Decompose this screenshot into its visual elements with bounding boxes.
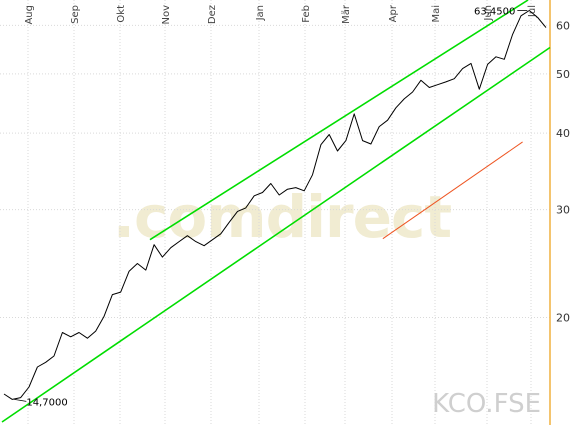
watermark-logo: .comdirect — [113, 183, 451, 251]
month-label-3: Okt — [116, 5, 127, 23]
month-labels: Aug Sep Okt Nov Dez Jan Feb Mär Apr Mai Jun Jul — [24, 4, 538, 24]
trend-line-3 — [382, 141, 523, 240]
month-label-10: Mai — [431, 5, 442, 23]
grid — [0, 0, 550, 425]
value-labels: 14,7000 63,4500 — [14, 6, 528, 408]
high-value-label: 63,4500 — [474, 6, 515, 17]
y-tick-label-30: 30 — [556, 204, 570, 217]
month-label-5: Dez — [207, 5, 218, 24]
month-label-2: Sep — [70, 5, 81, 24]
y-tick-label-50: 50 — [556, 68, 570, 81]
price-line — [3, 10, 547, 400]
month-label-12: Jul — [527, 5, 538, 18]
month-label-6: Jan — [255, 5, 266, 21]
symbol-label: KCO.FSE — [432, 389, 541, 419]
trend-lines — [1, 0, 551, 423]
y-tick-label-40: 40 — [556, 127, 570, 140]
month-label-7: Feb — [301, 5, 312, 23]
y-tick-label-60: 60 — [556, 19, 570, 32]
trend-line-2 — [1, 46, 551, 423]
y-tick-labels: 20 30 40 50 60 — [556, 19, 570, 324]
price-series — [3, 10, 547, 400]
low-value-label: 14,7000 — [26, 397, 67, 408]
low-marker — [14, 398, 27, 402]
month-label-8: Mär — [341, 4, 352, 24]
month-label-4: Nov — [161, 5, 172, 25]
month-label-9: Apr — [388, 4, 399, 22]
month-label-1: Aug — [24, 5, 35, 25]
month-label-11: Jun — [483, 5, 494, 22]
trend-line-1 — [149, 0, 529, 241]
y-tick-label-20: 20 — [556, 311, 570, 324]
